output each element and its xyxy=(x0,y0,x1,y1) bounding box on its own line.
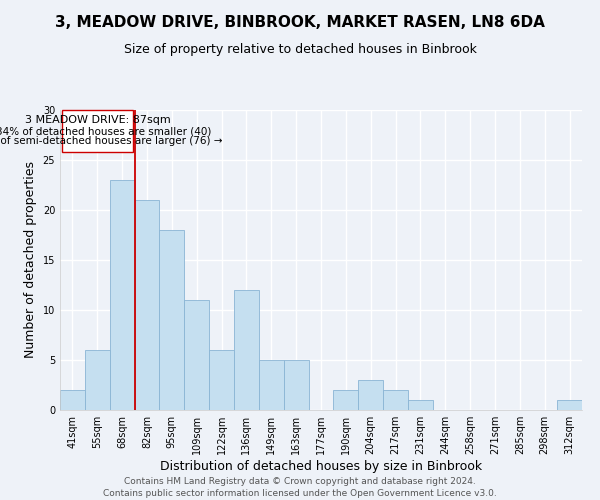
Bar xyxy=(234,290,259,410)
Bar xyxy=(85,350,110,410)
Text: ← 34% of detached houses are smaller (40): ← 34% of detached houses are smaller (40… xyxy=(0,126,212,136)
Text: Contains public sector information licensed under the Open Government Licence v3: Contains public sector information licen… xyxy=(103,489,497,498)
Text: Contains HM Land Registry data © Crown copyright and database right 2024.: Contains HM Land Registry data © Crown c… xyxy=(124,478,476,486)
Bar xyxy=(60,390,85,410)
Bar xyxy=(160,230,184,410)
Bar xyxy=(383,390,408,410)
Bar xyxy=(284,360,308,410)
Bar xyxy=(334,390,358,410)
Text: 3, MEADOW DRIVE, BINBROOK, MARKET RASEN, LN8 6DA: 3, MEADOW DRIVE, BINBROOK, MARKET RASEN,… xyxy=(55,15,545,30)
Bar xyxy=(557,400,582,410)
Bar xyxy=(259,360,284,410)
Text: 3 MEADOW DRIVE: 87sqm: 3 MEADOW DRIVE: 87sqm xyxy=(25,115,171,125)
Text: Size of property relative to detached houses in Binbrook: Size of property relative to detached ho… xyxy=(124,42,476,56)
Bar xyxy=(134,200,160,410)
Bar xyxy=(110,180,134,410)
Bar xyxy=(184,300,209,410)
Text: 65% of semi-detached houses are larger (76) →: 65% of semi-detached houses are larger (… xyxy=(0,136,222,146)
Bar xyxy=(408,400,433,410)
FancyBboxPatch shape xyxy=(62,110,133,152)
X-axis label: Distribution of detached houses by size in Binbrook: Distribution of detached houses by size … xyxy=(160,460,482,473)
Bar xyxy=(209,350,234,410)
Bar xyxy=(358,380,383,410)
Y-axis label: Number of detached properties: Number of detached properties xyxy=(24,162,37,358)
